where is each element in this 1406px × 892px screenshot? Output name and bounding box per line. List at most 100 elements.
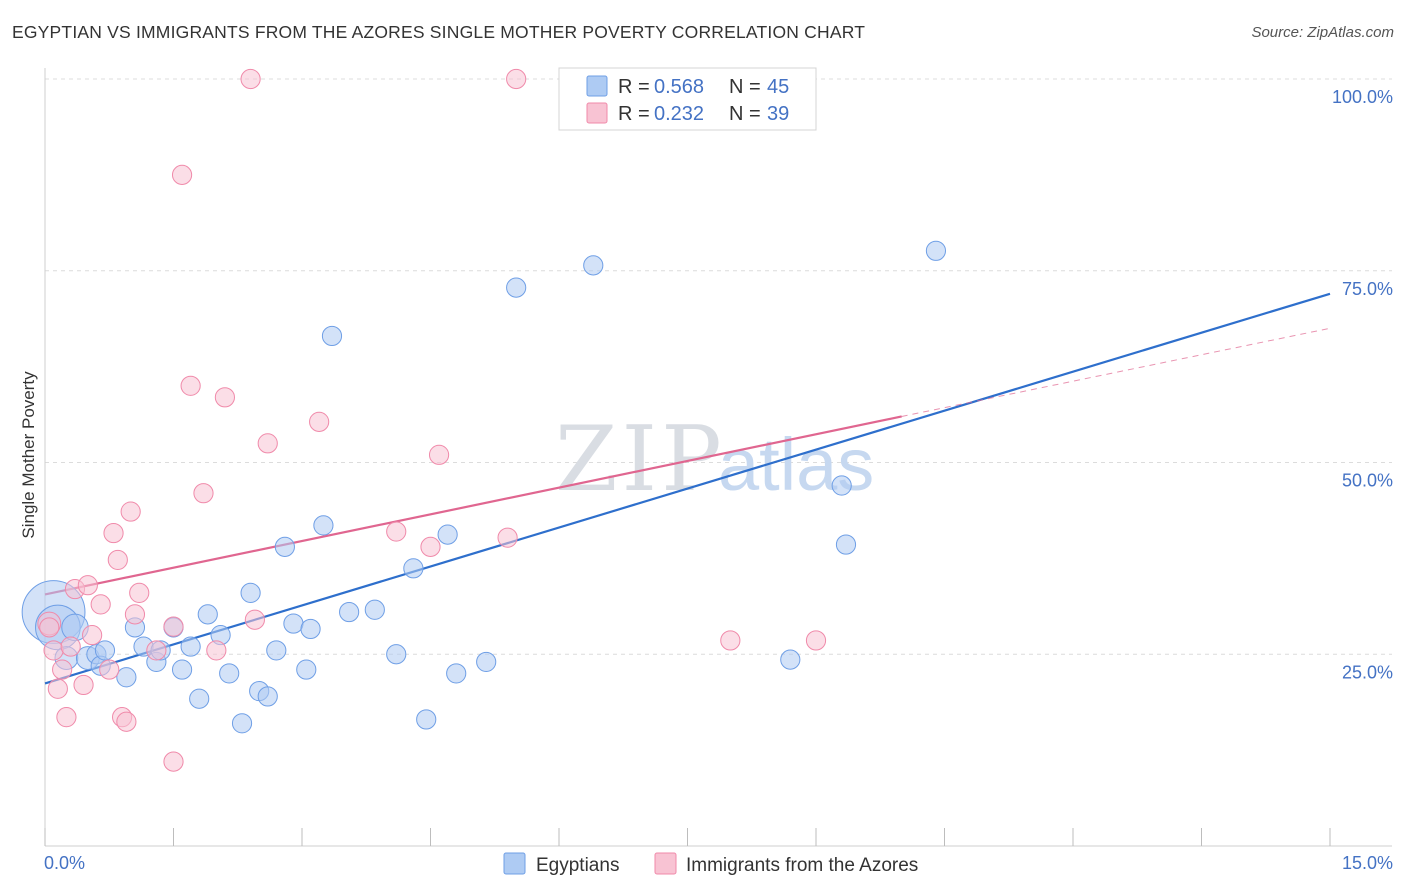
egyptian-point bbox=[274, 536, 295, 557]
legend-n-label: N = bbox=[729, 103, 761, 125]
legend-r-label: R = bbox=[618, 103, 650, 125]
egyptian-trend-line bbox=[44, 292, 1331, 685]
azores-point bbox=[39, 617, 60, 638]
azores-point bbox=[506, 68, 527, 90]
bottom-legend-swatch bbox=[654, 852, 677, 875]
egyptian-point bbox=[386, 644, 407, 665]
azores-point bbox=[47, 678, 68, 699]
axes bbox=[44, 68, 1392, 847]
y-tick-label: 50.0% bbox=[1342, 471, 1393, 491]
egyptian-point bbox=[446, 663, 467, 684]
y-tick-label: 100.0% bbox=[1332, 87, 1393, 107]
azores-point bbox=[720, 630, 741, 651]
azores-point bbox=[214, 387, 235, 408]
azores-point bbox=[77, 575, 98, 596]
legend-swatch bbox=[586, 102, 608, 124]
azores-point bbox=[116, 711, 137, 732]
legend-r-value: 0.232 bbox=[654, 103, 704, 125]
egyptian-point bbox=[219, 663, 240, 684]
egyptian-point bbox=[416, 709, 437, 730]
azores-point bbox=[497, 527, 518, 548]
legend-swatch bbox=[586, 75, 608, 97]
egyptian-point bbox=[831, 475, 852, 496]
egyptian-point bbox=[321, 325, 343, 347]
egyptian-point bbox=[94, 640, 116, 661]
legend-n-value: 45 bbox=[767, 76, 789, 98]
azores-point bbox=[193, 483, 214, 504]
y-tick-label: 75.0% bbox=[1342, 279, 1393, 299]
egyptian-point bbox=[583, 255, 604, 276]
trend-lines bbox=[44, 292, 1331, 685]
egyptian-point bbox=[257, 686, 278, 707]
azores-point bbox=[163, 616, 184, 637]
egyptian-point bbox=[437, 524, 458, 545]
egyptian-point bbox=[780, 649, 801, 670]
azores-point bbox=[146, 640, 167, 661]
azores-point bbox=[120, 501, 141, 522]
legend-n-label: N = bbox=[729, 76, 761, 98]
azores-point bbox=[103, 522, 124, 544]
legend-n-value: 39 bbox=[767, 103, 789, 125]
azores-point bbox=[805, 630, 827, 651]
azores-point bbox=[124, 604, 146, 625]
egyptian-point bbox=[197, 604, 218, 625]
data-points bbox=[21, 68, 947, 772]
azores-point bbox=[257, 433, 278, 454]
egyptian-point bbox=[231, 713, 253, 734]
y-axis-label: Single Mother Poverty bbox=[19, 371, 38, 539]
legend-r-label: R = bbox=[618, 76, 650, 98]
egyptian-point bbox=[476, 651, 497, 673]
egyptian-point bbox=[403, 558, 424, 579]
azores-point bbox=[171, 164, 193, 185]
egyptian-point bbox=[240, 582, 261, 603]
egyptian-point bbox=[364, 599, 385, 620]
y-tick-label: 25.0% bbox=[1342, 662, 1393, 682]
azores-point bbox=[180, 375, 201, 396]
egyptian-point bbox=[266, 640, 287, 661]
egyptian-point bbox=[925, 240, 947, 261]
egyptian-point bbox=[313, 515, 334, 536]
chart-title: EGYPTIAN VS IMMIGRANTS FROM THE AZORES S… bbox=[12, 22, 866, 42]
azores-point bbox=[60, 636, 81, 657]
bottom-legend-label: Egyptians bbox=[536, 855, 619, 876]
azores-point bbox=[129, 582, 150, 603]
x-tick-label: 15.0% bbox=[1342, 853, 1393, 873]
egyptian-point bbox=[296, 659, 317, 680]
bottom-legend-swatch bbox=[503, 852, 526, 875]
azores-point bbox=[163, 751, 184, 772]
egyptian-point bbox=[506, 277, 527, 298]
azores-point bbox=[240, 68, 261, 90]
egyptian-point bbox=[116, 667, 137, 688]
azores-point bbox=[56, 707, 77, 728]
watermark: ZIP atlas bbox=[555, 407, 874, 512]
azores-point bbox=[107, 549, 128, 570]
azores-trend-line bbox=[44, 415, 902, 596]
azores-point bbox=[90, 594, 111, 615]
egyptian-point bbox=[300, 618, 321, 640]
azores-trend-extension bbox=[901, 327, 1331, 417]
x-tick-label: 0.0% bbox=[44, 853, 85, 873]
azores-point bbox=[73, 674, 94, 696]
bottom-legend: Egyptians Immigrants from the Azores bbox=[503, 852, 918, 876]
azores-point bbox=[52, 659, 73, 680]
watermark-atlas: atlas bbox=[718, 423, 874, 506]
azores-point bbox=[428, 444, 450, 465]
azores-point bbox=[43, 640, 64, 661]
azores-point bbox=[386, 521, 407, 542]
egyptian-point bbox=[835, 534, 857, 555]
watermark-zip: ZIP bbox=[555, 407, 726, 512]
azores-point bbox=[99, 659, 120, 680]
egyptian-point bbox=[283, 613, 304, 634]
azores-point bbox=[309, 411, 330, 432]
egyptian-point bbox=[180, 636, 201, 657]
tick-labels: 25.0% 50.0% 75.0% 100.0% 0.0% 15.0% bbox=[44, 87, 1393, 873]
legend-r-value: 0.568 bbox=[654, 76, 704, 98]
bottom-legend-label: Immigrants from the Azores bbox=[686, 855, 918, 876]
azores-point bbox=[206, 640, 227, 661]
azores-point bbox=[82, 624, 103, 646]
chart-source: Source: ZipAtlas.com bbox=[1251, 24, 1394, 41]
azores-point bbox=[244, 609, 265, 630]
egyptian-point bbox=[189, 688, 210, 709]
grid-lines bbox=[45, 78, 1392, 655]
